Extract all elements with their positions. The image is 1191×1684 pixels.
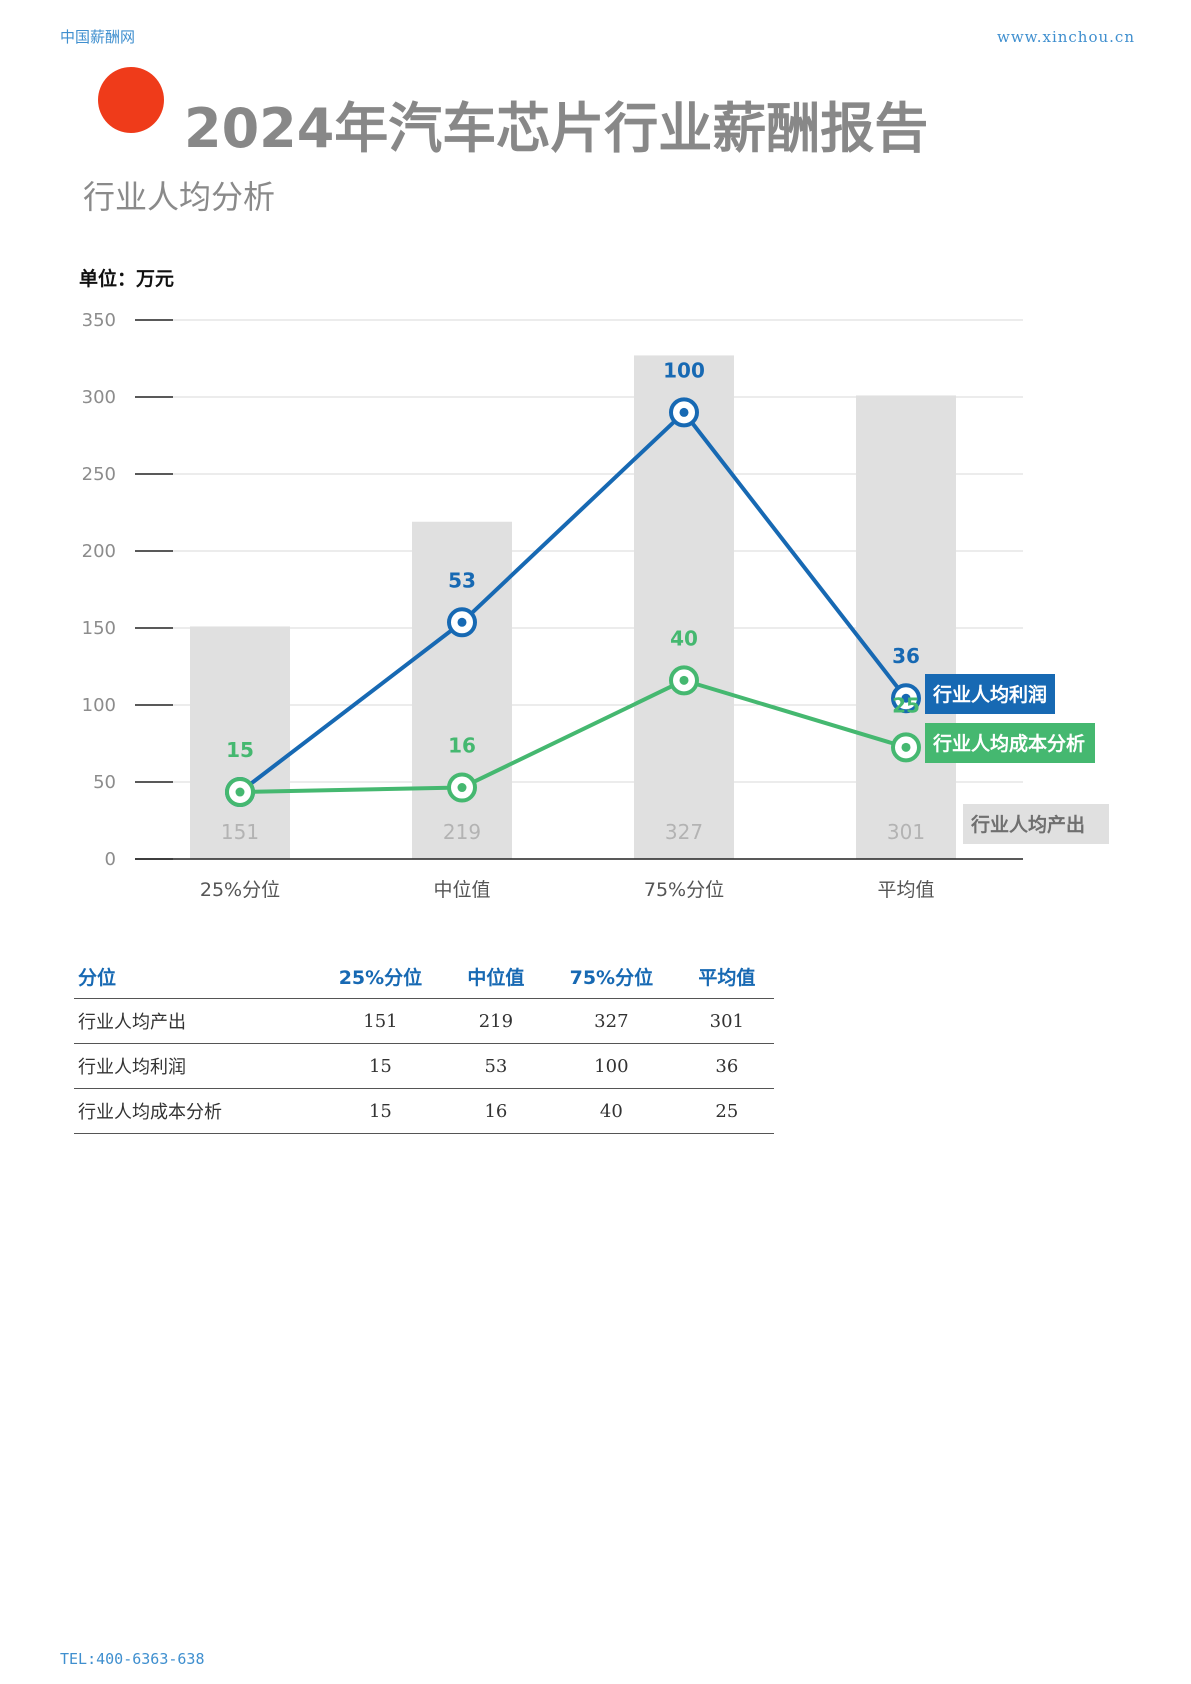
section-subtitle: 行业人均分析 bbox=[83, 178, 276, 216]
line-value-label: 16 bbox=[448, 734, 476, 758]
data-table: 分位 25%分位 中位值 75%分位 平均值 行业人均产出 151 219 32… bbox=[74, 954, 774, 1134]
table-header-cell: 中位值 bbox=[448, 954, 544, 999]
title-accent-dot bbox=[98, 67, 164, 133]
y-tick-label: 200 bbox=[82, 541, 116, 562]
line-point-center bbox=[901, 693, 911, 703]
site-name: 中国薪酬网 bbox=[60, 28, 136, 46]
table-row: 行业人均利润 15 53 100 36 bbox=[74, 1043, 774, 1089]
y-tick-label: 150 bbox=[82, 618, 116, 639]
bar-value-label: 301 bbox=[887, 820, 925, 844]
table-header-row: 分位 25%分位 中位值 75%分位 平均值 bbox=[74, 954, 774, 999]
series-tag-label: 行业人均产出 bbox=[970, 813, 1085, 836]
table-cell: 36 bbox=[679, 1043, 774, 1089]
bar bbox=[634, 355, 734, 859]
table-cell: 15 bbox=[312, 1088, 449, 1134]
bar bbox=[190, 626, 290, 859]
x-tick-label: 25%分位 bbox=[200, 879, 280, 901]
table-cell: 301 bbox=[679, 998, 774, 1044]
table-header-cell: 75%分位 bbox=[543, 954, 680, 999]
y-tick-label: 350 bbox=[82, 310, 116, 331]
table-header-cell: 分位 bbox=[74, 954, 313, 999]
x-tick-label: 中位值 bbox=[433, 879, 490, 901]
line-value-label: 53 bbox=[448, 568, 476, 592]
y-tick-label: 0 bbox=[105, 849, 116, 870]
series-tag bbox=[925, 674, 1055, 714]
table-cell: 行业人均产出 bbox=[74, 998, 313, 1044]
bar-value-label: 327 bbox=[665, 820, 703, 844]
table-cell: 151 bbox=[312, 998, 449, 1044]
table-cell: 100 bbox=[543, 1043, 680, 1089]
y-tick-label: 300 bbox=[82, 387, 116, 408]
y-tick-label: 100 bbox=[82, 695, 116, 716]
footer-tel: TEL:400-6363-638 bbox=[60, 1650, 205, 1668]
table-cell: 53 bbox=[448, 1043, 544, 1089]
table-cell: 327 bbox=[543, 998, 680, 1044]
combo-chart: 0 50 100 150 200 250 300 350 151 219 327 301 25%分位 中位… bbox=[82, 310, 1109, 901]
table-row: 行业人均成本分析 15 16 40 25 bbox=[74, 1088, 774, 1134]
line-point-center bbox=[679, 407, 689, 417]
line-value-label: 40 bbox=[670, 626, 698, 650]
line-value-label: 100 bbox=[663, 358, 705, 382]
table-header-cell: 25%分位 bbox=[312, 954, 449, 999]
table-header-cell: 平均值 bbox=[679, 954, 774, 999]
y-tick-label: 250 bbox=[82, 464, 116, 485]
series-tag-label: 行业人均成本分析 bbox=[932, 732, 1085, 755]
bar bbox=[856, 395, 956, 859]
series-tag bbox=[925, 723, 1095, 763]
line-point-center bbox=[901, 742, 911, 752]
table-cell: 行业人均成本分析 bbox=[74, 1088, 313, 1134]
line-point-center bbox=[679, 675, 689, 685]
series-line bbox=[239, 678, 907, 795]
x-tick-label: 平均值 bbox=[877, 879, 934, 901]
line-value-label: 15 bbox=[226, 738, 254, 762]
page-title: 2024年汽车芯片行业薪酬报告 bbox=[184, 97, 929, 160]
bar bbox=[412, 521, 512, 859]
x-tick-label: 75%分位 bbox=[644, 879, 724, 901]
line-value-label: 25 bbox=[892, 693, 920, 717]
table-cell: 219 bbox=[448, 998, 544, 1044]
bar-value-label: 151 bbox=[221, 820, 259, 844]
series-tag bbox=[963, 804, 1109, 844]
series-tag-label: 行业人均利润 bbox=[932, 683, 1047, 706]
line-value-label: 36 bbox=[892, 644, 920, 668]
y-tick-label: 50 bbox=[93, 772, 116, 793]
bar-value-label: 219 bbox=[443, 820, 481, 844]
series-line bbox=[238, 410, 908, 794]
line-point-center bbox=[457, 617, 467, 627]
table-cell: 16 bbox=[448, 1088, 544, 1134]
site-url[interactable]: www.xinchou.cn bbox=[996, 28, 1135, 46]
unit-label: 单位：万元 bbox=[79, 268, 175, 290]
table-cell: 15 bbox=[312, 1043, 449, 1089]
table-cell: 行业人均利润 bbox=[74, 1043, 313, 1089]
table-row: 行业人均产出 151 219 327 301 bbox=[74, 998, 774, 1044]
table-cell: 25 bbox=[679, 1088, 774, 1134]
table-cell: 40 bbox=[543, 1088, 680, 1134]
line-point-center bbox=[235, 787, 245, 797]
line-point-center bbox=[457, 783, 467, 793]
